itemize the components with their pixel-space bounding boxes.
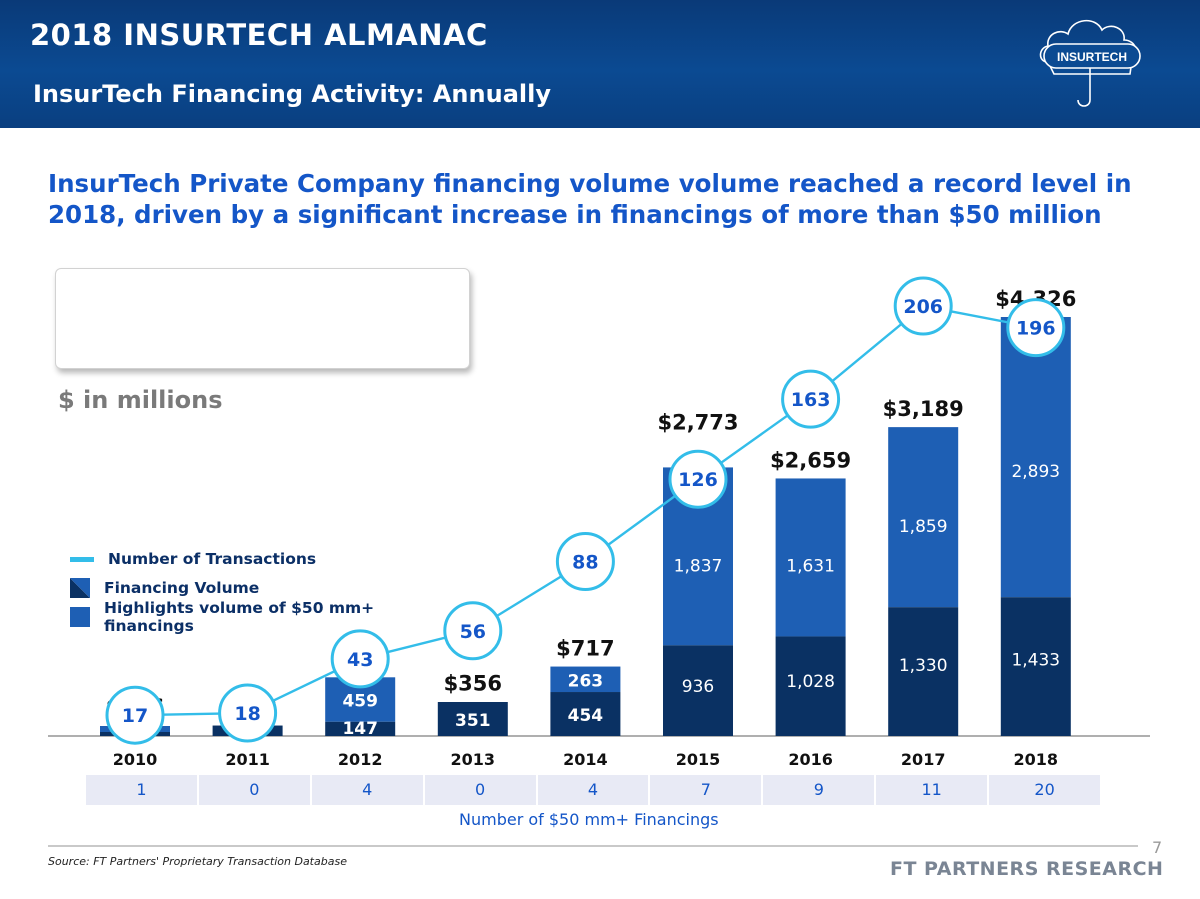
bar-financing-volume (663, 645, 733, 736)
transaction-count-marker (555, 531, 615, 591)
x-tick-label: 2011 (225, 750, 270, 769)
count-cell: 4 (309, 775, 423, 805)
chart-legend: Number of Transactions Financing Volume … (55, 268, 470, 635)
units-label: $ in millions (58, 386, 223, 414)
bar-value-label: 1,028 (786, 672, 835, 692)
count-cell: 1 (84, 775, 197, 805)
bar-highlight-label: 263 (568, 671, 604, 691)
legend-label: Highlights volume of $50 mm+ financings (103, 599, 375, 635)
bar-value-label: 351 (455, 711, 491, 731)
footer-brand: FT PARTNERS RESEARCH (890, 858, 1164, 880)
legend-item-highlight: Highlights volume of $50 mm+ financings (70, 599, 469, 635)
transaction-count-label: 88 (572, 551, 598, 573)
x-tick-label: 2018 (1014, 750, 1059, 769)
count-cell: 0 (422, 775, 536, 805)
count-cell: 4 (535, 775, 649, 805)
count-row-caption: Number of $50 mm+ Financings (459, 810, 719, 829)
bar-total-label: $2,773 (657, 410, 738, 434)
x-tick-label: 2015 (676, 750, 721, 769)
x-tick-label: 2017 (901, 750, 946, 769)
bar-total-label: $356 (444, 672, 502, 696)
transaction-count-marker (330, 629, 390, 689)
bar-financing-volume (437, 702, 508, 736)
bar-highlight (1000, 317, 1071, 598)
count-cell: 20 (987, 775, 1101, 805)
insurtech-logo: INSURTECH (1039, 19, 1141, 107)
bar-value-label: 936 (682, 677, 714, 697)
bar-financing-volume (325, 721, 396, 736)
source-note: Source: FT Partners' Proprietary Transac… (48, 855, 347, 868)
header-banner: 2018 INSURTECH ALMANAC InsurTech Financi… (0, 0, 1200, 128)
transaction-count-label: 18 (234, 703, 260, 725)
bar-financing-volume (1000, 597, 1071, 736)
bar-highlight (550, 666, 621, 693)
x-tick-label: 2012 (338, 750, 383, 769)
transaction-count-marker (218, 683, 278, 743)
x-tick-label: 2010 (113, 750, 158, 769)
transaction-count-label: 56 (460, 621, 486, 643)
x-tick-label: 2016 (788, 750, 833, 769)
transaction-count-label: 126 (678, 469, 718, 491)
transaction-count-marker (443, 601, 503, 661)
bar-value-label: 1,330 (899, 656, 948, 676)
bar-total-label: $717 (556, 637, 614, 661)
legend-label: Financing Volume (104, 579, 260, 597)
bar-total-label: $3,189 (883, 397, 964, 421)
bar-highlight-label: 2,893 (1011, 462, 1060, 482)
count-cell: 9 (761, 775, 875, 805)
bar-financing-volume (550, 692, 621, 736)
logo-text: INSURTECH (1057, 50, 1127, 64)
bar-value-label: 454 (568, 706, 604, 726)
x-tick-label: 2014 (563, 750, 608, 769)
legend-label: Number of Transactions (108, 550, 317, 568)
bar-financing-volume (888, 607, 959, 736)
transaction-count-label: 43 (347, 649, 373, 671)
financings-count-row: 1 0 4 0 4 7 9 11 20 (84, 775, 1101, 805)
transaction-count-marker (105, 685, 165, 745)
almanac-title: 2018 INSURTECH ALMANAC (30, 18, 488, 52)
footer-divider (48, 845, 1138, 847)
transaction-count-marker (893, 276, 953, 336)
bar-highlight-label: 1,837 (674, 556, 723, 576)
transaction-count-label: 196 (1016, 318, 1056, 340)
bar-financing-volume (775, 636, 846, 736)
logo-badge (1043, 43, 1141, 69)
square-icon (70, 607, 90, 627)
umbrella-handle-icon (1077, 68, 1091, 107)
headline: InsurTech Private Company financing volu… (48, 169, 1132, 229)
transaction-count-label: 17 (122, 705, 148, 727)
bar-highlight (775, 478, 846, 637)
count-cell: 11 (874, 775, 988, 805)
x-tick-label: 2013 (451, 750, 496, 769)
page-number: 7 (1152, 838, 1163, 857)
split-square-icon (70, 578, 90, 598)
transaction-count-label: 206 (903, 296, 943, 318)
legend-item-volume: Financing Volume (70, 577, 259, 599)
bar-highlight-label: 459 (342, 692, 378, 712)
bar-value-label: 147 (342, 719, 378, 739)
legend-item-transactions: Number of Transactions (70, 548, 316, 570)
line-icon (70, 556, 94, 562)
transaction-count-marker (1006, 298, 1066, 358)
bar-highlight-label: 1,631 (786, 556, 835, 576)
bar-value-label: 1,433 (1011, 651, 1060, 671)
financing-chart: $1062010108$1082011147459$6062012351$356… (48, 276, 1150, 769)
bar-total-label: $2,659 (770, 448, 851, 472)
transaction-count-label: 163 (791, 389, 831, 411)
bar-highlight-label: 1,859 (899, 517, 948, 537)
transaction-count-marker (781, 369, 841, 429)
count-cell: 7 (648, 775, 762, 805)
page-subtitle: InsurTech Financing Activity: Annually (33, 80, 551, 108)
count-cell: 0 (196, 775, 310, 805)
transaction-count-marker (668, 449, 728, 509)
bar-highlight (888, 427, 959, 608)
